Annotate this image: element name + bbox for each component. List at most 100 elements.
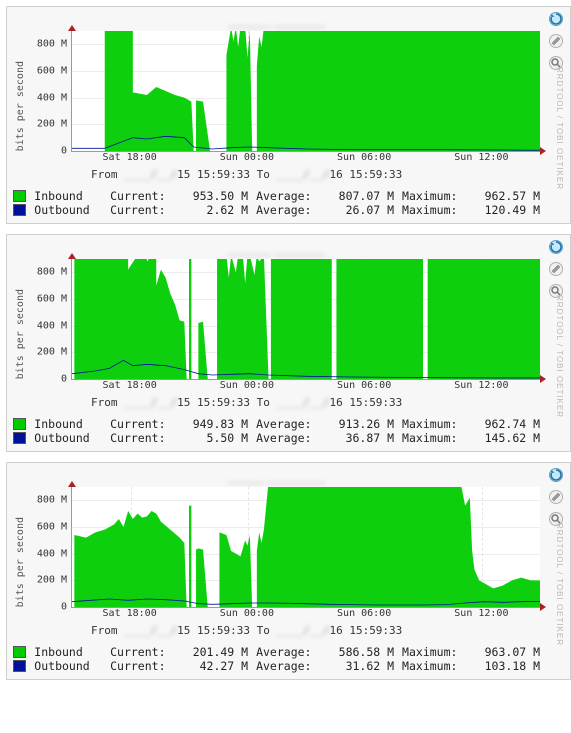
y-axis-label: bits per second — [13, 31, 27, 181]
legend-key-cur: Current: — [110, 189, 174, 203]
time-range: From ____/__/15 15:59:33 To ____/__/16 1… — [71, 168, 540, 181]
x-tick-label: Sat 18:00 — [103, 608, 157, 619]
outbound-average: 36.87 M — [328, 431, 394, 445]
legend-key-max: Maximum: — [402, 203, 466, 217]
legend-row-inbound: InboundCurrent:953.50 MAverage:807.07 MM… — [13, 189, 540, 203]
x-tick-label: Sun 12:00 — [454, 152, 508, 163]
axis-arrow — [540, 147, 546, 155]
y-tick-label: 800 M — [37, 495, 67, 506]
legend-row-outbound: OutboundCurrent:2.62 MAverage:26.07 MMax… — [13, 203, 540, 217]
refresh-icon[interactable] — [548, 467, 564, 483]
legend-key-max: Maximum: — [402, 431, 466, 445]
outbound-maximum: 120.49 M — [474, 203, 540, 217]
settings-icon[interactable] — [548, 261, 564, 277]
settings-icon[interactable] — [548, 489, 564, 505]
x-tick-label: Sun 06:00 — [337, 608, 391, 619]
outbound-maximum: 145.62 M — [474, 431, 540, 445]
chart-series — [72, 259, 540, 379]
inbound-swatch — [13, 190, 26, 202]
legend-key-avg: Average: — [256, 645, 320, 659]
settings-icon[interactable] — [548, 33, 564, 49]
axis-arrow — [540, 603, 546, 611]
outbound-average: 26.07 M — [328, 203, 394, 217]
outbound-average: 31.62 M — [328, 659, 394, 673]
plot-area — [71, 487, 540, 608]
legend-key-cur: Current: — [110, 417, 174, 431]
y-axis: 0200 M400 M600 M800 M — [27, 31, 71, 151]
inbound-maximum: 962.57 M — [474, 189, 540, 203]
inbound-average: 586.58 M — [328, 645, 394, 659]
inbound-current: 949.83 M — [182, 417, 248, 431]
legend-key-cur: Current: — [110, 431, 174, 445]
outbound-current: 5.50 M — [182, 431, 248, 445]
y-axis-label: bits per second — [13, 259, 27, 409]
inbound-label: Inbound — [34, 645, 102, 659]
chart-title: _____ ________ — [13, 469, 540, 485]
x-tick-label: Sun 06:00 — [337, 152, 391, 163]
chart-title: ______ _______ — [13, 13, 540, 29]
inbound-maximum: 962.74 M — [474, 417, 540, 431]
refresh-icon[interactable] — [548, 239, 564, 255]
x-tick-label: Sun 00:00 — [220, 152, 274, 163]
y-tick-label: 400 M — [37, 548, 67, 559]
plot-area — [71, 259, 540, 380]
outbound-label: Outbound — [34, 659, 102, 673]
inbound-area — [74, 487, 540, 607]
legend-row-inbound: InboundCurrent:949.83 MAverage:913.26 MM… — [13, 417, 540, 431]
inbound-swatch — [13, 646, 26, 658]
legend-key-cur: Current: — [110, 659, 174, 673]
y-tick-label: 200 M — [37, 119, 67, 130]
x-tick-label: Sat 18:00 — [103, 380, 157, 391]
y-tick-label: 200 M — [37, 347, 67, 358]
y-tick-label: 0 — [61, 602, 67, 613]
legend-key-avg: Average: — [256, 189, 320, 203]
watermark-text: RRDTOOL / TOBI OETIKER — [555, 523, 564, 646]
outbound-maximum: 103.18 M — [474, 659, 540, 673]
inbound-maximum: 963.07 M — [474, 645, 540, 659]
inbound-label: Inbound — [34, 417, 102, 431]
inbound-current: 953.50 M — [182, 189, 248, 203]
inbound-area — [105, 31, 540, 151]
graph-panel: RRDTOOL / TOBI OETIKER______ _______bits… — [6, 234, 571, 452]
legend-row-outbound: OutboundCurrent:42.27 MAverage:31.62 MMa… — [13, 659, 540, 673]
x-tick-label: Sun 12:00 — [454, 608, 508, 619]
chart-series — [72, 487, 540, 607]
inbound-average: 807.07 M — [328, 189, 394, 203]
legend-key-avg: Average: — [256, 203, 320, 217]
y-tick-label: 600 M — [37, 66, 67, 77]
outbound-swatch — [13, 432, 26, 444]
y-axis: 0200 M400 M600 M800 M — [27, 487, 71, 607]
inbound-swatch — [13, 418, 26, 430]
y-tick-label: 400 M — [37, 320, 67, 331]
inbound-area — [74, 259, 540, 379]
legend-key-max: Maximum: — [402, 645, 466, 659]
x-tick-label: Sun 12:00 — [454, 380, 508, 391]
inbound-label: Inbound — [34, 189, 102, 203]
outbound-swatch — [13, 660, 26, 672]
x-tick-label: Sun 00:00 — [220, 380, 274, 391]
graph-panel: RRDTOOL / TOBI OETIKER ______ _______bits… — [6, 6, 571, 224]
legend-key-avg: Average: — [256, 659, 320, 673]
legend-row-inbound: InboundCurrent:201.49 MAverage:586.58 MM… — [13, 645, 540, 659]
y-tick-label: 400 M — [37, 92, 67, 103]
y-tick-label: 0 — [61, 374, 67, 385]
inbound-average: 913.26 M — [328, 417, 394, 431]
y-tick-label: 600 M — [37, 294, 67, 305]
legend-row-outbound: OutboundCurrent:5.50 MAverage:36.87 MMax… — [13, 431, 540, 445]
x-tick-label: Sun 00:00 — [220, 608, 274, 619]
y-tick-label: 600 M — [37, 522, 67, 533]
y-tick-label: 800 M — [37, 267, 67, 278]
graph-panel: RRDTOOL / TOBI OETIKER_____ ________bits… — [6, 462, 571, 680]
watermark-text: RRDTOOL / TOBI OETIKER — [555, 67, 564, 190]
plot-area — [71, 31, 540, 152]
refresh-icon[interactable] — [548, 11, 564, 27]
chart-title: ______ _______ — [13, 241, 540, 257]
x-axis: Sat 18:00Sun 00:00Sun 06:00Sun 12:00 — [71, 380, 540, 394]
axis-arrow — [540, 375, 546, 383]
outbound-current: 42.27 M — [182, 659, 248, 673]
legend-key-avg: Average: — [256, 431, 320, 445]
y-tick-label: 0 — [61, 146, 67, 157]
legend-key-avg: Average: — [256, 417, 320, 431]
outbound-swatch — [13, 204, 26, 216]
x-axis: Sat 18:00Sun 00:00Sun 06:00Sun 12:00 — [71, 152, 540, 166]
